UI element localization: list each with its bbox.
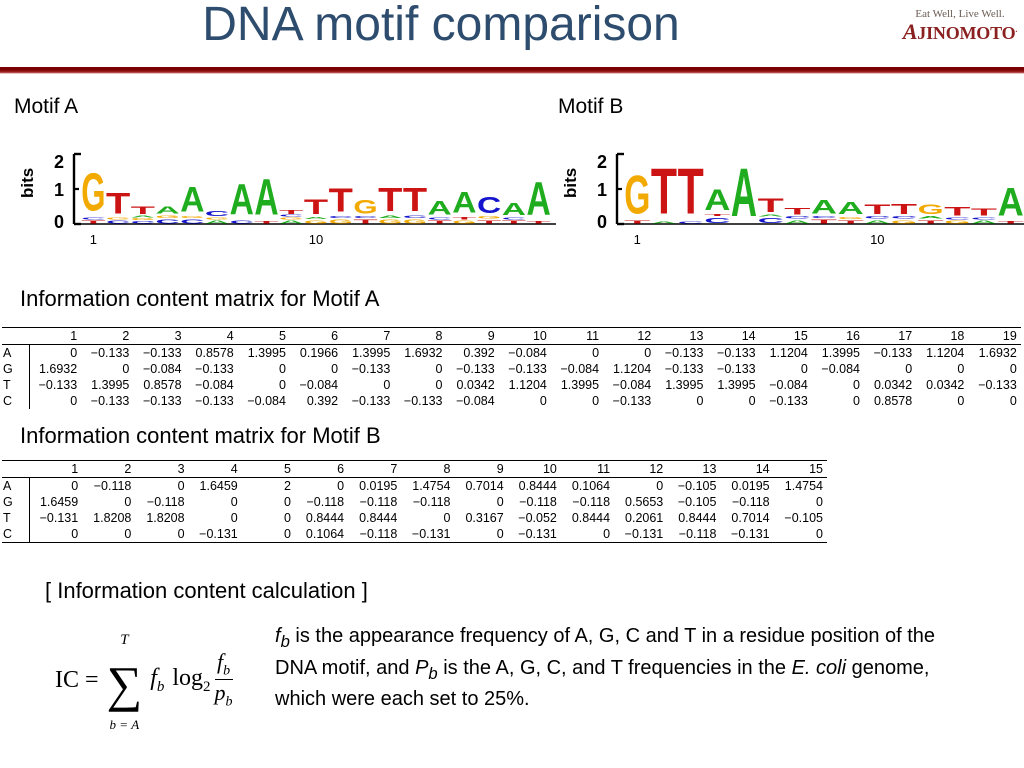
- svg-text:T: T: [403, 182, 428, 219]
- svg-text:G: G: [891, 219, 917, 225]
- svg-text:G: G: [353, 196, 377, 217]
- svg-text:G: G: [131, 218, 155, 221]
- svg-text:T: T: [378, 182, 403, 219]
- svg-text:G: G: [403, 219, 427, 225]
- svg-text:A: A: [502, 199, 526, 219]
- svg-text:0: 0: [54, 212, 64, 232]
- svg-text:A: A: [864, 219, 890, 225]
- svg-text:T: T: [329, 182, 354, 219]
- svg-text:T: T: [477, 219, 501, 224]
- svg-text:G: G: [918, 201, 944, 217]
- svg-text:A: A: [998, 180, 1024, 225]
- svg-text:C: C: [477, 193, 501, 219]
- svg-text:A: A: [254, 170, 278, 226]
- svg-text:T: T: [918, 219, 944, 225]
- svg-text:T: T: [428, 220, 452, 225]
- svg-text:A: A: [205, 220, 229, 225]
- svg-text:G: G: [304, 219, 328, 224]
- svg-text:T: T: [944, 205, 970, 219]
- svg-text:A: A: [230, 175, 254, 224]
- svg-text:G: G: [452, 220, 476, 225]
- svg-text:T: T: [279, 209, 303, 215]
- svg-text:T: T: [758, 195, 784, 216]
- svg-text:C: C: [205, 209, 229, 218]
- svg-text:T: T: [353, 219, 377, 225]
- svg-text:A: A: [811, 196, 837, 217]
- svg-text:T: T: [502, 220, 526, 225]
- svg-text:A: A: [971, 220, 997, 225]
- svg-text:1: 1: [54, 180, 64, 200]
- svg-text:G: G: [944, 220, 970, 225]
- svg-text:T: T: [864, 201, 890, 217]
- svg-text:1: 1: [597, 180, 607, 200]
- svg-text:T: T: [811, 218, 838, 224]
- svg-text:C: C: [704, 216, 730, 225]
- svg-text:2: 2: [54, 152, 64, 172]
- svg-text:G: G: [81, 162, 105, 223]
- svg-text:T: T: [131, 204, 156, 216]
- svg-text:10: 10: [309, 232, 323, 246]
- svg-text:T: T: [678, 156, 704, 228]
- svg-text:C: C: [155, 219, 179, 225]
- svg-text:G: G: [378, 219, 402, 225]
- svg-text:A: A: [527, 173, 551, 225]
- svg-text:A: A: [784, 219, 810, 225]
- svg-text:T: T: [971, 206, 998, 218]
- svg-text:T: T: [651, 156, 677, 228]
- svg-text:T: T: [784, 206, 811, 216]
- svg-text:A: A: [452, 186, 476, 219]
- svg-text:A: A: [731, 154, 757, 231]
- svg-text:G: G: [279, 217, 303, 220]
- svg-text:T: T: [304, 196, 329, 219]
- svg-text:G: G: [624, 164, 650, 225]
- svg-text:2: 2: [597, 152, 607, 172]
- svg-text:A: A: [155, 205, 179, 216]
- svg-text:A: A: [704, 183, 730, 216]
- svg-text:T: T: [106, 187, 131, 220]
- svg-text:T: T: [838, 219, 864, 225]
- svg-text:C: C: [106, 220, 130, 225]
- svg-text:1: 1: [634, 232, 641, 246]
- svg-text:A: A: [428, 198, 452, 219]
- svg-text:T: T: [891, 201, 918, 218]
- svg-text:A: A: [180, 181, 204, 220]
- svg-text:A: A: [279, 220, 303, 225]
- svg-text:G: G: [329, 219, 353, 225]
- svg-text:C: C: [131, 221, 156, 225]
- svg-text:C: C: [758, 217, 784, 225]
- svg-text:10: 10: [870, 232, 884, 246]
- svg-text:A: A: [838, 199, 864, 218]
- svg-text:0: 0: [597, 212, 607, 232]
- svg-text:1: 1: [90, 232, 97, 246]
